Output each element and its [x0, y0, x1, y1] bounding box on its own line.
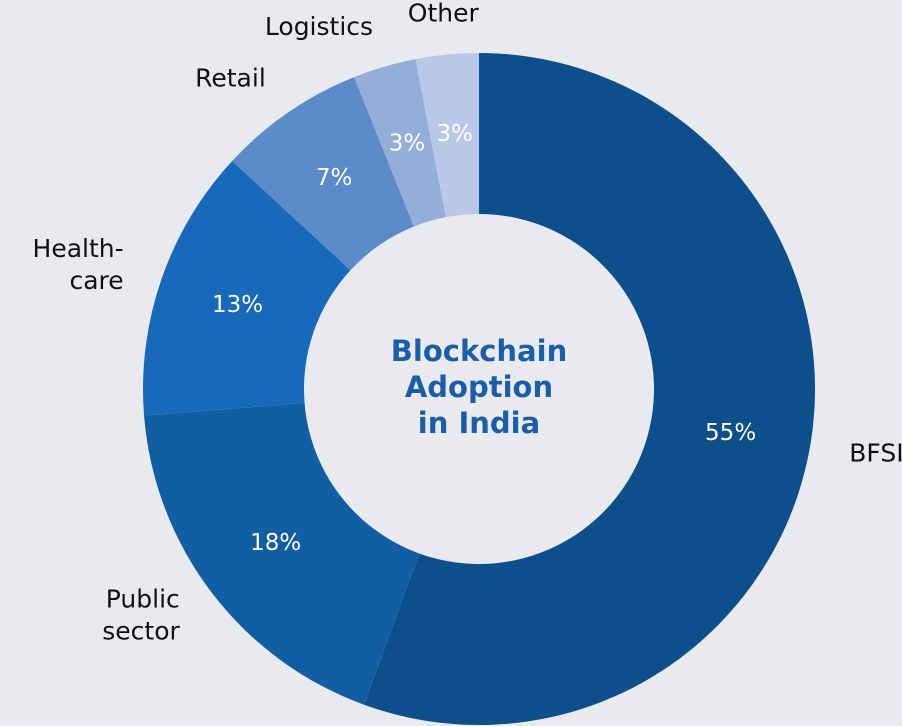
donut-segment: [364, 53, 816, 725]
donut-segment: [354, 59, 446, 227]
value-label: 3%: [436, 121, 473, 147]
value-label: 55%: [705, 420, 756, 446]
category-label: Public sector: [102, 585, 180, 646]
category-label: BFSI: [849, 438, 902, 467]
value-label: 3%: [389, 130, 426, 156]
category-label: Logistics: [265, 12, 373, 41]
donut-segment: [143, 161, 351, 416]
category-label: Retail: [195, 63, 266, 92]
donut-segment: [415, 53, 479, 218]
donut-segment: [144, 402, 420, 705]
chart-title: Blockchain Adoption in India: [391, 334, 567, 440]
value-label: 18%: [250, 530, 301, 556]
value-label: 7%: [316, 165, 353, 191]
category-label: Other: [408, 0, 480, 28]
value-label: 13%: [212, 292, 263, 318]
donut-segment: [232, 77, 414, 271]
category-label: Health-care: [33, 234, 124, 295]
